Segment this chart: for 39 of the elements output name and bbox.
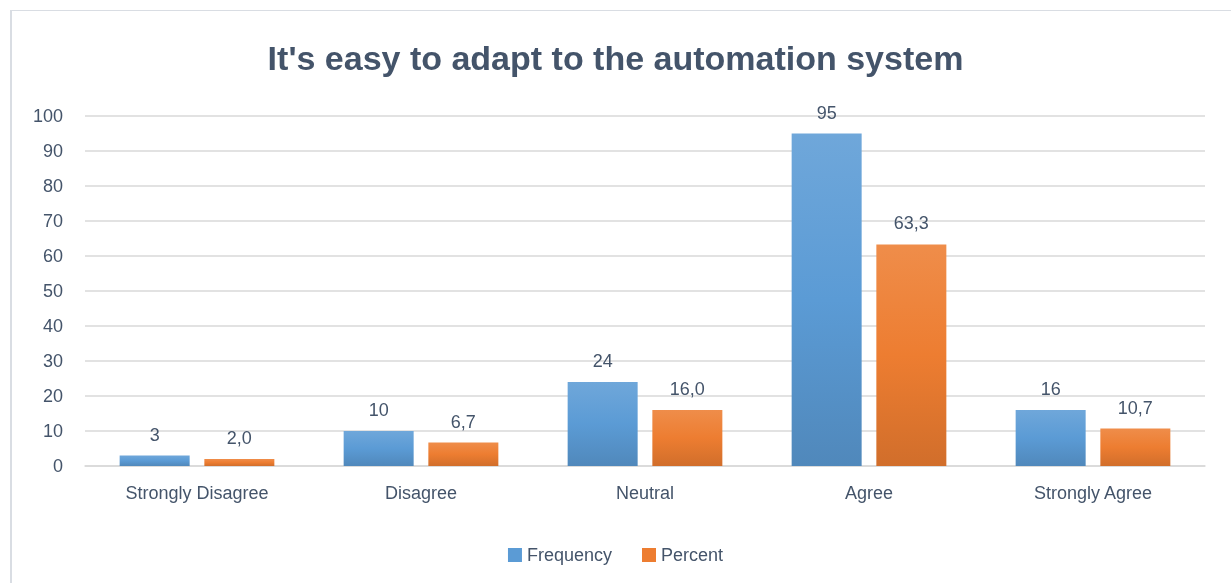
y-tick-label: 0 (52, 456, 63, 476)
data-label: 24 (592, 351, 613, 371)
data-label: 2,0 (226, 428, 252, 448)
y-tick-label: 70 (42, 211, 63, 231)
bar (119, 455, 190, 466)
legend-label: Percent (661, 545, 724, 565)
bar (428, 442, 499, 466)
data-label: 6,7 (450, 411, 476, 432)
bar (204, 459, 275, 466)
y-tick-label: 100 (32, 106, 63, 126)
y-tick-label: 50 (42, 281, 63, 301)
x-tick-label: Disagree (384, 483, 458, 503)
y-tick-label: 40 (42, 316, 63, 336)
data-label: 10,7 (1117, 397, 1153, 418)
y-tick-label: 30 (42, 351, 63, 371)
bar (1015, 410, 1086, 466)
x-tick-label: Strongly Disagree (125, 483, 269, 503)
y-tick-label: 10 (42, 421, 63, 441)
bar (567, 382, 638, 466)
data-label: 16 (1040, 379, 1061, 399)
data-label: 16,0 (669, 379, 705, 399)
y-tick-label: 90 (42, 141, 63, 161)
x-tick-label: Neutral (615, 483, 675, 503)
data-label: 95 (816, 102, 837, 123)
x-tick-label: Agree (844, 483, 894, 503)
y-tick-label: 80 (42, 176, 63, 196)
bar (791, 133, 862, 466)
bar (343, 431, 414, 466)
y-tick-label: 60 (42, 246, 63, 266)
x-tick-label: Strongly Agree (1033, 483, 1153, 503)
y-tick-label: 20 (42, 386, 63, 406)
data-label: 3 (149, 424, 160, 445)
chart-title: It's easy to adapt to the automation system (267, 39, 964, 77)
bar (1100, 428, 1171, 466)
data-label: 63,3 (893, 213, 929, 234)
bar (652, 410, 723, 466)
bar (876, 244, 947, 466)
data-label: 10 (368, 400, 389, 420)
legend-label: Frequency (526, 545, 613, 565)
